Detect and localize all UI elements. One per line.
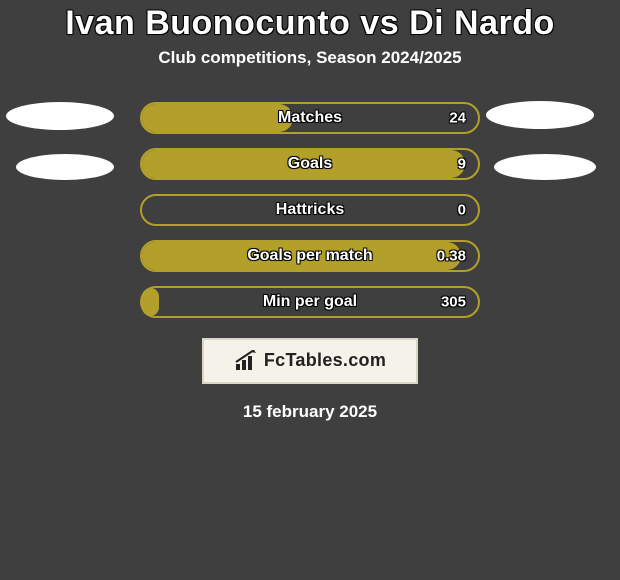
bar-value: 9 [458,155,466,172]
chart-area: Matches 24 Goals 9 Hattricks 0 Goals per match… [0,102,620,422]
bar-label: Goals [288,155,332,173]
bar-fill [142,288,159,316]
bar-value: 0.38 [437,247,466,264]
bar-list: Matches 24 Goals 9 Hattricks 0 Goals per match… [140,102,480,318]
bar-row: Goals 9 [140,148,480,180]
bar-row: Goals per match 0.38 [140,240,480,272]
bar-label: Goals per match [247,247,372,265]
bar-value: 0 [458,201,466,218]
brand-box[interactable]: FcTables.com [202,338,418,384]
stats-infographic: Ivan Buonocunto vs Di Nardo Club competi… [0,0,620,580]
bar-value: 305 [441,293,466,310]
bar-chart-icon [234,350,258,372]
bar-row: Hattricks 0 [140,194,480,226]
bar-label: Hattricks [276,201,344,219]
player-avatar-right-secondary [494,154,596,180]
player-avatar-right [486,101,594,129]
brand-text: FcTables.com [264,350,386,371]
bar-fill [142,104,293,132]
page-title: Ivan Buonocunto vs Di Nardo [0,0,620,42]
bar-label: Min per goal [263,293,357,311]
bar-label: Matches [278,109,342,127]
bar-row: Min per goal 305 [140,286,480,318]
player-avatar-left-secondary [16,154,114,180]
page-subtitle: Club competitions, Season 2024/2025 [0,48,620,68]
bar-row: Matches 24 [140,102,480,134]
player-avatar-left [6,102,114,130]
footer-date: 15 february 2025 [0,402,620,422]
bar-value: 24 [449,109,466,126]
